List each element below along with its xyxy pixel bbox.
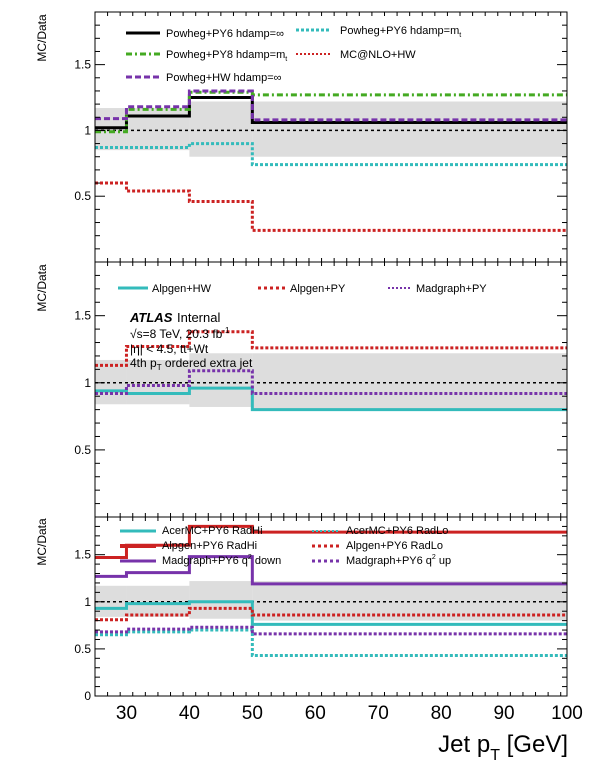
energy-lumi-label: √s=8 TeV, 20.3 fb-1: [130, 326, 230, 341]
internal-label: Internal: [177, 310, 220, 325]
y-tick-label: 0.5: [74, 443, 91, 457]
series-step-line: [95, 181, 567, 232]
legend-label: Alpgen+HW: [152, 283, 212, 295]
x-tick-label: 30: [116, 703, 137, 724]
series-step-line: [95, 89, 567, 122]
panel-top: MC/Data Powheg+PY6 hdamp=∞ Powheg+PY6 hd…: [35, 11, 568, 263]
uncertainty-band-bin: [189, 581, 253, 619]
series-step-line: [95, 606, 567, 622]
y-axis-label: MC/Data: [35, 14, 49, 62]
legend-label: Madgraph+PY6 q2 up: [346, 554, 451, 567]
uncertainty-band-bin: [126, 108, 190, 151]
selection-label: |η| < 4.5, tt+Wt: [130, 342, 209, 356]
y-tick-label: 0: [84, 689, 91, 703]
legend-label: Powheg+HW hdamp=∞: [166, 72, 281, 84]
series-step-line: [95, 386, 567, 412]
series-step-line: [95, 369, 567, 396]
uncertainty-band-bin: [252, 101, 568, 157]
x-tick-label: 60: [305, 703, 326, 724]
y-axis-label: MC/Data: [35, 518, 49, 566]
panel-bottom: MC/Data AcerMC+PY6 RadHi AcerMC+PY6 RadL…: [35, 516, 583, 764]
panel-middle: MC/Data Alpgen+HW Alpgen+PY Madgraph+PY …: [35, 261, 568, 518]
series-step-line: [95, 90, 567, 134]
x-tick-label: 40: [179, 703, 200, 724]
legend-label: Alpgen+PY6 RadHi: [162, 540, 257, 552]
series-step-line: [95, 142, 567, 167]
y-axis-label: MC/Data: [35, 264, 49, 312]
y-tick-label: 1: [84, 595, 91, 609]
uncertainty-band-bin: [189, 101, 253, 157]
series-step-line: [95, 628, 567, 657]
jet-order-label: 4th pT ordered extra jet: [130, 356, 253, 372]
y-tick-label: 1.5: [74, 548, 91, 562]
legend-label: Madgraph+PY6 q2 down: [162, 554, 281, 567]
series-step-line: [95, 555, 567, 586]
plot-frame: [94, 516, 568, 697]
x-axis-label: Jet pT [GeV]: [438, 731, 568, 764]
uncertainty-band-bin: [189, 353, 253, 407]
legend-label: MC@NLO+HW: [340, 49, 416, 61]
legend-label: Alpgen+PY6 RadLo: [346, 540, 443, 552]
uncertainty-band-bin: [252, 353, 568, 410]
legend-label: Powheg+PY8 hdamp=mt: [166, 49, 287, 63]
x-tick-label: 90: [493, 703, 514, 724]
x-tick-label: 50: [242, 703, 263, 724]
legend-label: Powheg+PY6 hdamp=mt: [340, 25, 461, 39]
legend-label: Madgraph+PY: [416, 283, 487, 295]
series-step-line: [95, 600, 567, 626]
y-tick-label: 0.5: [74, 189, 91, 203]
y-tick-label: 0.5: [74, 642, 91, 656]
x-tick-label: 80: [431, 703, 452, 724]
y-tick-label: 1.5: [74, 58, 91, 72]
legend-label: AcerMC+PY6 RadLo: [346, 525, 448, 537]
y-tick-label: 1: [84, 376, 91, 390]
legend-label: AcerMC+PY6 RadHi: [162, 525, 263, 537]
legend-label: Powheg+PY6 hdamp=∞: [166, 28, 284, 40]
legend-label: Alpgen+PY: [290, 283, 346, 295]
series-step-line: [95, 524, 567, 560]
y-tick-label: 1: [84, 123, 91, 137]
series-step-line: [95, 330, 567, 367]
series-step-line: [95, 625, 567, 636]
x-tick-label: 100: [551, 703, 583, 724]
atlas-label: ATLAS: [129, 310, 173, 325]
y-tick-label: 1.5: [74, 309, 91, 323]
x-tick-label: 70: [368, 703, 389, 724]
